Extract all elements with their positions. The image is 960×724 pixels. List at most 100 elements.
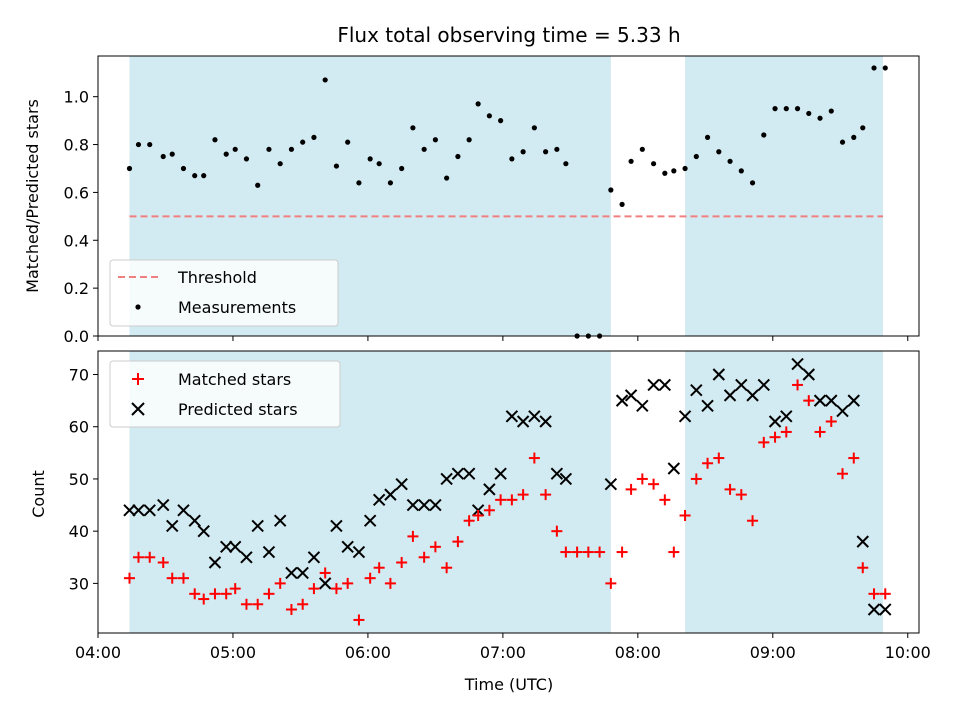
matched-star-point [769,431,781,443]
measurement-point [192,173,198,179]
predicted-legend-label: Predicted stars [178,400,298,419]
measurement-point [828,108,834,114]
bottom-y-ticks: 30 40 50 60 70 [69,366,98,593]
matched-legend-label: Matched stars [178,370,291,389]
predicted-star-point [690,383,703,397]
matched-star-point [189,588,201,600]
matched-star-point [166,572,178,584]
predicted-star-point [494,467,507,480]
x-tick-label: 08:00 [615,643,661,662]
matched-star-point [177,572,189,584]
measurement-point [554,146,560,152]
matched-star-point [123,572,135,584]
predicted-star-point [856,535,869,548]
matched-star-point [648,478,660,490]
x-tick-label: 04:00 [75,643,121,662]
matched-star-point [342,577,354,589]
top-axes-frame [97,55,920,337]
top-y-tick-label: 0.0 [64,327,89,346]
predicted-star-point [647,378,660,392]
predicted-star-point [735,378,748,392]
measurement-point [223,151,229,157]
top-y-tick-label: 0.8 [64,136,89,155]
measurement-point [311,134,317,140]
measurement-point [531,125,537,131]
matched-star-point [758,436,770,448]
matched-star-point [319,567,331,579]
matched-star-point [418,551,430,563]
predicted-star-point [516,415,530,428]
predicted-star-point [746,389,759,402]
measurement-point [455,153,461,160]
predicted-star-point [658,378,672,392]
matched-star-point [384,577,396,589]
chart-title: Flux total observing time = 5.33 h [337,23,680,47]
bottom-legend: Matched stars Predicted stars [109,360,341,428]
measurement-point [367,156,373,162]
x-tick-label: 06:00 [345,643,391,662]
matched-star-point [297,598,309,610]
matched-star-point [429,541,441,553]
measurement-point [520,149,526,155]
matched-star-point [837,468,849,480]
matched-star-point [690,473,702,485]
predicted-star-point [132,504,145,517]
measurement-point [475,101,481,107]
predicted-star-point [406,498,420,512]
matched-star-point [330,583,342,595]
predicted-star-point [262,545,276,559]
matched-star-point [495,494,507,506]
predicted-star-point [166,519,179,533]
predicted-star-point [604,477,618,491]
matched-star-point [571,546,583,558]
matched-star-point [560,546,572,558]
measurement-point [444,175,450,181]
measurement-point [671,168,677,174]
measurement-point [704,134,711,140]
predicted-star-point [220,540,233,554]
matched-star-point [353,614,365,626]
predicted-legend-swatch [131,402,145,416]
measurement-point [727,158,733,164]
predicted-star-point [273,514,287,527]
x-tick-label: 10:00 [885,643,931,662]
matched-star-point [724,483,736,495]
measurement-point [300,139,306,145]
measurement-point [693,153,699,160]
predicted-star-point [825,394,838,407]
measurement-point [232,146,238,152]
measurement-point [243,156,250,162]
matched-star-point [373,562,385,574]
predicted-star-point [296,566,309,580]
predicted-star-point [624,389,638,402]
measurement-point [716,149,722,155]
measurement-point [277,161,283,167]
matched-star-point [407,530,419,542]
matched-star-point [157,557,169,568]
matched-legend-swatch [132,373,144,385]
measurement-point [628,158,634,164]
measurement-point [255,182,261,188]
measurement-point [806,110,812,117]
x-tick-label: 05:00 [210,643,256,662]
measurement-point [860,125,866,131]
measurement-point [650,161,657,167]
top-x-ticks [97,336,909,341]
bottom-y-tick-label: 30 [69,574,89,593]
predicted-star-point [429,498,442,512]
matched-star-point [463,515,475,527]
predicted-star-point [712,368,726,381]
measurement-point [180,165,187,172]
predicted-star-point [559,472,573,486]
bottom-y-tick-label: 70 [69,366,89,385]
matched-star-point [285,604,297,615]
measurement-point [432,137,438,143]
predicted-star-point [813,394,827,407]
predicted-star-point [867,603,881,616]
predicted-star-point [505,410,519,423]
measurement-point [410,125,416,131]
measurement-point [563,161,569,167]
measurement-point [356,180,362,186]
matched-star-point [483,504,495,516]
matched-star-point [780,426,792,438]
